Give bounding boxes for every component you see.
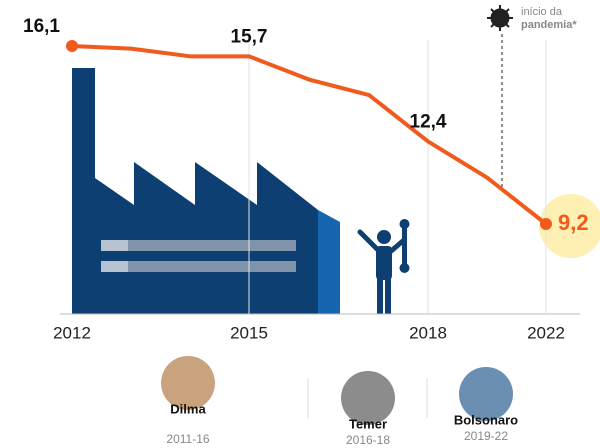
x-tick-label: 2015	[230, 323, 268, 342]
annotation: pandemia*	[521, 19, 577, 31]
x-tick-label: 2018	[409, 323, 447, 342]
line	[71, 44, 548, 226]
photo	[341, 371, 395, 425]
president-term: 2011-16	[166, 432, 209, 446]
x-tick-label: 2012	[53, 323, 91, 342]
highlight	[539, 194, 600, 258]
annotation: início da	[521, 6, 563, 18]
point	[540, 218, 552, 230]
president-name: Temer	[349, 416, 387, 431]
data-label: 15,7	[231, 26, 268, 47]
point	[66, 40, 78, 52]
president-name: Bolsonaro	[454, 412, 518, 427]
factory	[72, 68, 340, 314]
data-label: 16,1	[23, 16, 60, 37]
photo	[459, 367, 513, 421]
president-term: 2016-18	[346, 433, 390, 447]
virus-icon	[487, 5, 513, 31]
x-tick-label: 2022	[527, 323, 565, 342]
worker	[357, 219, 410, 314]
data-label: 12,4	[410, 111, 447, 132]
data-label: 9,2	[558, 210, 589, 235]
president-name: Dilma	[170, 401, 206, 416]
photo	[161, 356, 215, 410]
president-term: 2019-22	[464, 429, 508, 443]
